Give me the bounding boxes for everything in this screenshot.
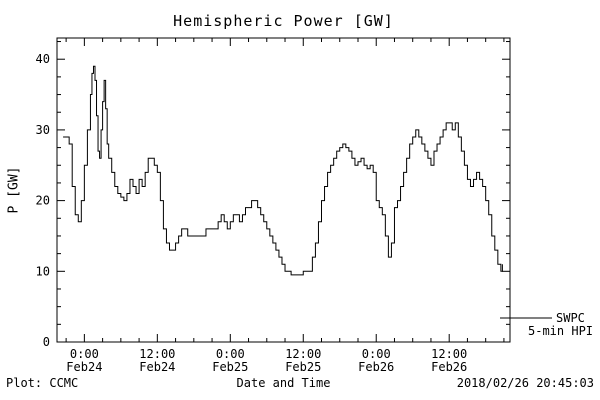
chart-title: Hemispheric Power [GW] [173, 12, 394, 30]
hpi-line [63, 65, 503, 276]
plot-frame [56, 37, 511, 343]
hpi-series [63, 65, 503, 276]
legend-label-source: SWPC [556, 311, 585, 325]
y-tick-label: 10 [36, 264, 50, 278]
y-tick-label: 20 [36, 194, 50, 208]
x-tick-date-label: Feb25 [212, 360, 248, 374]
x-tick-date-label: Feb25 [285, 360, 321, 374]
x-tick-date-label: Feb26 [358, 360, 394, 374]
x-tick-time-label: 0:00 [216, 347, 245, 361]
plot-source-label: Plot: CCMC [6, 376, 79, 390]
x-tick-time-label: 0:00 [362, 347, 391, 361]
y-axis-label: P [GW] [6, 166, 22, 214]
x-tick-date-label: Feb26 [431, 360, 467, 374]
plot-timestamp: 2018/02/26 20:45:03 [456, 376, 594, 390]
y-tick-label: 40 [36, 52, 50, 66]
legend-label-series: 5-min HPI [528, 324, 593, 338]
x-tick-time-label: 12:00 [285, 347, 321, 361]
x-axis-label: Date and Time [236, 376, 331, 390]
x-tick-time-label: 0:00 [70, 347, 99, 361]
axis-ticks [57, 38, 510, 343]
x-tick-time-label: 12:00 [139, 347, 175, 361]
x-tick-date-label: Feb24 [66, 360, 102, 374]
y-tick-label: 30 [36, 123, 50, 137]
y-tick-label: 0 [43, 335, 50, 349]
axis-tick-labels: 0102030400:00Feb2412:00Feb240:00Feb2512:… [36, 52, 468, 374]
x-tick-date-label: Feb24 [139, 360, 175, 374]
x-tick-time-label: 12:00 [431, 347, 467, 361]
